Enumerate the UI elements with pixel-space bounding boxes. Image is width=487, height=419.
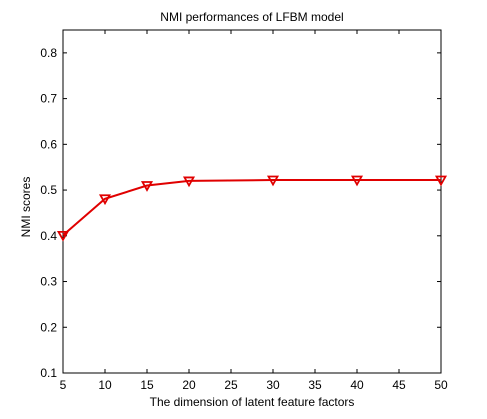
series-line: [62, 179, 441, 237]
x-tick-label: 15: [140, 378, 154, 392]
tick-labels: 5 10 15 20 25 30 35 40 45 50 0.1 0.2 0.3 0.4 0.5 0.6 0.7…: [40, 46, 448, 392]
data-point-marker: [182, 176, 196, 188]
y-tick-label: 0.7: [40, 92, 57, 106]
data-point-marker: [56, 230, 70, 242]
data-point-marker: [434, 175, 448, 187]
data-point-marker: [266, 175, 280, 187]
x-tick-label: 5: [60, 378, 67, 392]
x-tick-label: 10: [98, 378, 112, 392]
x-tick-label: 20: [182, 378, 196, 392]
data-point-marker: [98, 194, 112, 206]
x-tick-label: 50: [434, 378, 448, 392]
x-axis-label: The dimension of latent feature factors: [150, 395, 355, 409]
y-tick-label: 0.3: [40, 275, 57, 289]
y-tick-label: 0.5: [40, 183, 57, 197]
y-tick-label: 0.1: [40, 366, 57, 380]
x-tick-label: 40: [350, 378, 364, 392]
chart-title: NMI performances of LFBM model: [160, 10, 343, 24]
y-tick-label: 0.2: [40, 320, 57, 334]
axis-ticks: [62, 30, 442, 374]
data-series: [56, 175, 448, 242]
x-tick-label: 25: [224, 378, 238, 392]
plot-area: [62, 29, 442, 374]
data-point-marker: [140, 181, 154, 192]
data-point-marker: [350, 175, 364, 187]
y-tick-label: 0.8: [40, 46, 57, 60]
y-axis-label: NMI scores: [19, 177, 33, 238]
x-tick-label: 45: [392, 378, 406, 392]
y-tick-label: 0.4: [40, 229, 57, 243]
y-tick-label: 0.6: [40, 137, 57, 151]
x-tick-label: 35: [308, 378, 322, 392]
x-tick-label: 30: [266, 378, 280, 392]
